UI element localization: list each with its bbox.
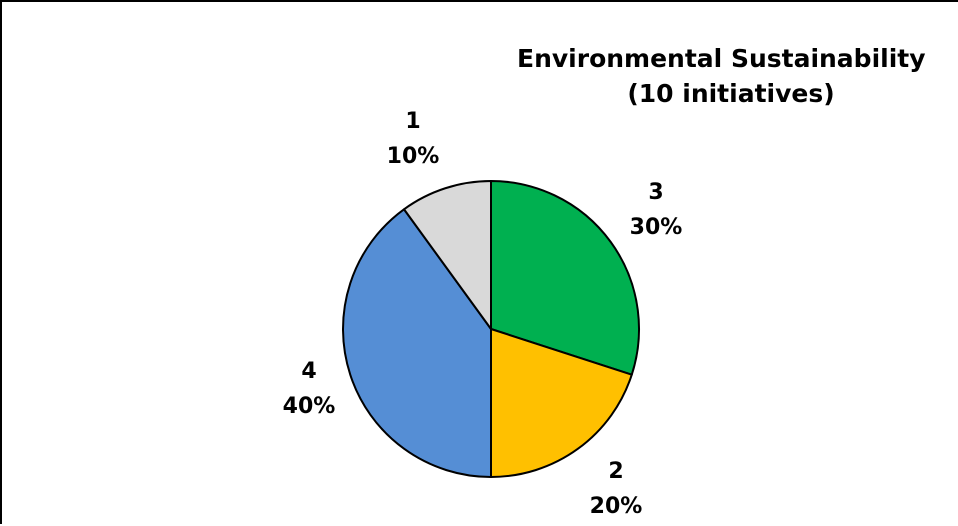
slice-percent-label-3: 30%: [630, 215, 683, 240]
slice-category-label-2: 2: [608, 459, 623, 484]
pie-slice-3: [490, 180, 640, 376]
slice-percent-label-4: 40%: [283, 394, 336, 419]
pie-labels: 3 30% 2 20% 4 40% 1 10%: [283, 109, 683, 519]
chart-title: Environmental Sustainability: [517, 44, 926, 73]
pie-slice-1: [403, 180, 492, 330]
pie-slice-2: [490, 328, 633, 478]
pie-slices: [342, 180, 640, 478]
pie-slice-4: [342, 208, 492, 478]
slice-percent-label-1: 10%: [387, 144, 440, 169]
chart-subtitle: (10 initiatives): [627, 79, 834, 108]
slice-category-label-1: 1: [405, 109, 420, 134]
slice-category-label-4: 4: [301, 359, 316, 384]
slice-category-label-3: 3: [648, 180, 663, 205]
slice-percent-label-2: 20%: [590, 494, 643, 519]
